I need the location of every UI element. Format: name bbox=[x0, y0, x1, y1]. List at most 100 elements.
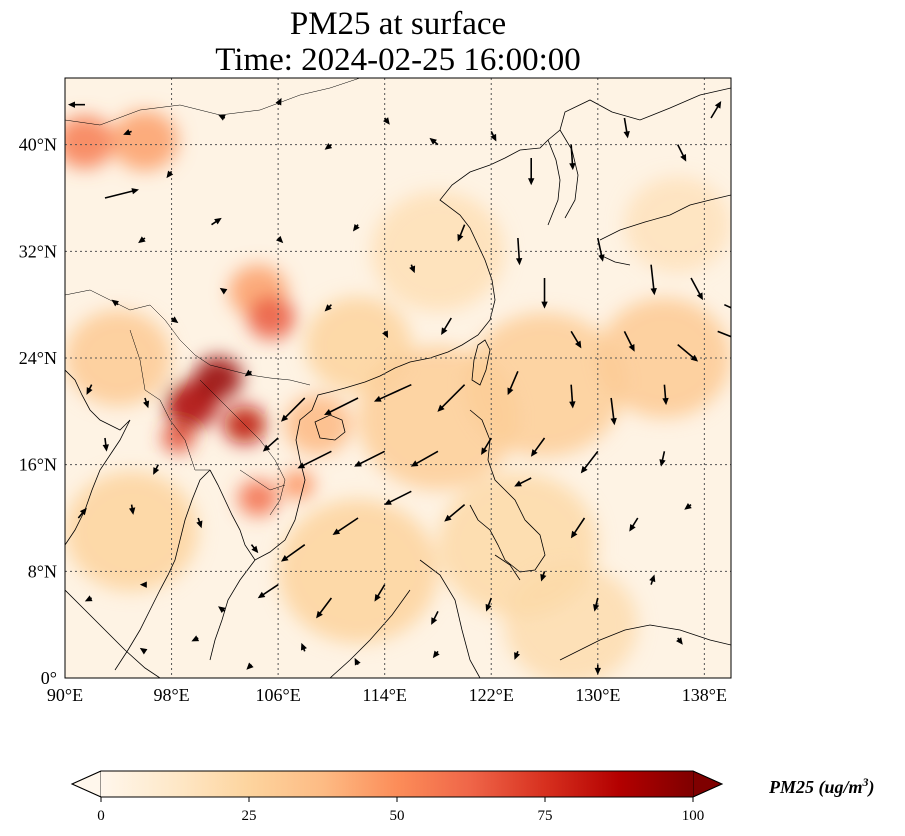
wind-arrow bbox=[481, 437, 492, 455]
lat-tick-label: 32°N bbox=[19, 241, 57, 261]
gridlines bbox=[65, 78, 731, 678]
wind-arrow bbox=[662, 384, 669, 406]
wind-arrow bbox=[297, 450, 332, 469]
pm25-hotspot bbox=[284, 394, 352, 455]
wind-arrow bbox=[218, 606, 226, 613]
wind-arrow bbox=[724, 303, 731, 309]
pm25-hotspot bbox=[65, 471, 199, 592]
lat-tick-label: 0° bbox=[41, 668, 57, 688]
wind-arrow bbox=[191, 635, 200, 642]
coastlines bbox=[65, 87, 731, 678]
wind-arrow bbox=[677, 344, 699, 362]
wind-arrow bbox=[316, 597, 333, 619]
wind-arrow bbox=[592, 597, 600, 612]
wind-arrow bbox=[196, 517, 203, 529]
wind-arrow bbox=[597, 237, 605, 262]
wind-arrow bbox=[610, 397, 617, 426]
wind-arrow bbox=[102, 437, 109, 452]
map-title: PM25 at surface bbox=[289, 6, 507, 42]
wind-arrow bbox=[300, 642, 307, 652]
wind-arrow bbox=[153, 464, 160, 475]
wind-arrow bbox=[139, 647, 148, 655]
coastline-philippines bbox=[469, 409, 546, 581]
coastline-indochina bbox=[65, 419, 256, 671]
colorbar-tick-label: 100 bbox=[682, 808, 705, 824]
wind-arrow bbox=[384, 490, 412, 505]
colorbar-tick-label: 75 bbox=[538, 808, 553, 824]
lat-ticks: 0° 8°N 16°N 24°N 32°N 40°N bbox=[19, 135, 57, 688]
wind-arrow bbox=[246, 662, 254, 670]
wind-arrow bbox=[374, 584, 386, 602]
lat-tick-label: 40°N bbox=[19, 135, 57, 155]
wind-arrow bbox=[514, 477, 532, 487]
wind-arrow bbox=[218, 114, 226, 121]
pm25-hotspot bbox=[437, 472, 598, 617]
pm25-hotspot bbox=[624, 176, 731, 273]
coastline-china bbox=[209, 87, 731, 561]
wind-arrow bbox=[86, 384, 93, 395]
coastline-hainan bbox=[314, 414, 346, 441]
wind-arrow bbox=[659, 451, 666, 467]
colorbar: 0 25 50 75 100 PM25 (ug/m3) bbox=[70, 770, 875, 824]
wind-arrow bbox=[629, 517, 639, 532]
wind-arrow bbox=[77, 507, 87, 519]
wind-arrow bbox=[444, 504, 466, 522]
wind-arrow bbox=[166, 170, 174, 179]
lon-tick-label: 122°E bbox=[469, 685, 514, 705]
pm25-hotspot bbox=[238, 480, 279, 516]
colorbar-ticks: 0 25 50 75 100 bbox=[97, 797, 704, 824]
colorbar-label: PM25 (ug/m3) bbox=[768, 775, 875, 798]
wind-arrow bbox=[650, 264, 657, 296]
wind-arrow bbox=[514, 651, 521, 660]
wind-arrow bbox=[437, 384, 466, 412]
wind-arrow bbox=[324, 304, 332, 312]
wind-arrow bbox=[690, 277, 703, 301]
pm25-hotspot bbox=[194, 356, 243, 400]
lon-tick-label: 130°E bbox=[575, 685, 620, 705]
map-subtitle-time: Time: 2024-02-25 16:00:00 bbox=[215, 42, 581, 78]
coastline-india bbox=[65, 369, 131, 431]
wind-arrow bbox=[104, 188, 139, 199]
pm25-field bbox=[65, 110, 731, 678]
pm25-hotspot bbox=[597, 298, 731, 418]
wind-arrow bbox=[280, 544, 306, 562]
wind-arrow bbox=[710, 101, 722, 119]
wind-arrow bbox=[515, 237, 523, 266]
wind-arrow bbox=[332, 517, 359, 535]
lat-tick-label: 24°N bbox=[19, 348, 57, 368]
pm25-hotspot bbox=[371, 191, 505, 312]
wind-arrow bbox=[441, 317, 452, 335]
wind-arrow bbox=[211, 217, 222, 226]
coastline-sumatra bbox=[65, 589, 161, 678]
wind-arrow bbox=[507, 371, 519, 396]
pm25-hotspot bbox=[162, 423, 195, 453]
wind-arrow bbox=[276, 235, 284, 244]
wind-arrow bbox=[569, 384, 576, 409]
wind-arrow bbox=[676, 637, 683, 645]
wind-arrow bbox=[280, 397, 306, 422]
lon-ticks: 90°E 98°E 106°E 114°E 122°E 130°E 138°E bbox=[47, 685, 727, 705]
wind-arrow bbox=[352, 223, 360, 232]
wind-arrow bbox=[528, 158, 535, 186]
wind-arrow bbox=[219, 287, 228, 295]
colorbar-extend-max bbox=[692, 770, 723, 798]
wind-arrow bbox=[569, 144, 576, 171]
coastline-taiwan bbox=[471, 339, 491, 386]
colorbar-extend-min bbox=[71, 770, 102, 798]
lon-tick-label: 98°E bbox=[153, 685, 189, 705]
pm25-hotspot bbox=[247, 296, 296, 340]
pm25-hotspot bbox=[464, 312, 625, 457]
wind-arrow bbox=[383, 117, 390, 125]
coastline-borneo bbox=[329, 559, 481, 678]
wind-vectors bbox=[67, 97, 731, 675]
wind-arrow bbox=[324, 397, 359, 415]
wind-arrow bbox=[594, 664, 601, 675]
colorbar-gradient bbox=[101, 771, 693, 797]
lat-tick-label: 8°N bbox=[28, 561, 57, 581]
wind-arrow bbox=[677, 144, 687, 162]
colorbar-tick-label: 50 bbox=[390, 808, 405, 824]
wind-arrow bbox=[275, 97, 282, 106]
wind-arrow bbox=[143, 397, 150, 409]
wind-arrow bbox=[541, 278, 548, 309]
